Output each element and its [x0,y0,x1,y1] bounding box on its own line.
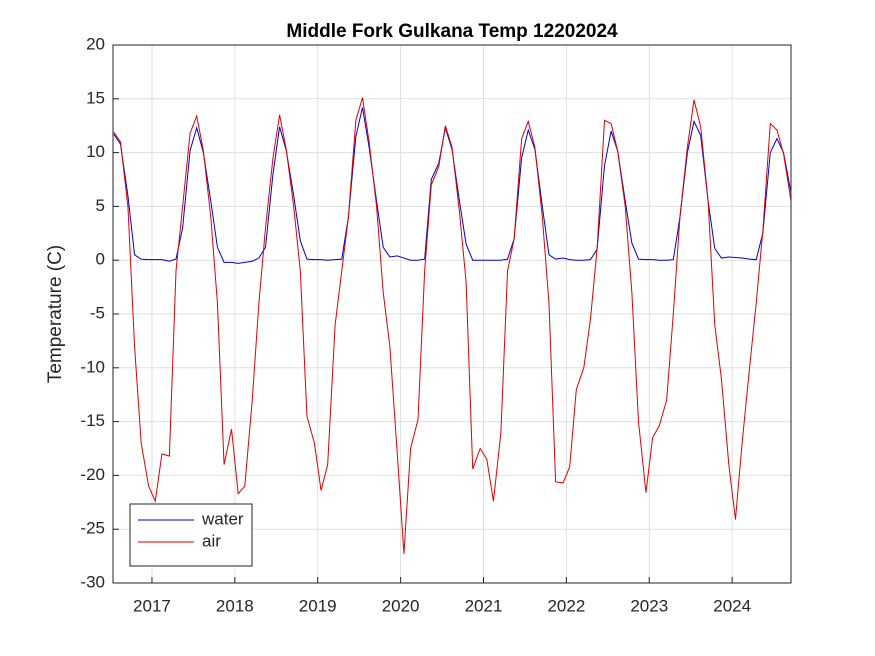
line-series [113,97,792,554]
x-tick-label: 2022 [547,596,585,615]
x-tick-label: 2017 [133,596,171,615]
chart-title: Middle Fork Gulkana Temp 12202024 [286,21,618,42]
y-tick-label: 5 [96,196,105,215]
x-tick-label: 2020 [382,596,420,615]
y-tick-label: -5 [90,303,105,322]
x-tick-label: 2021 [465,596,503,615]
y-tick-label: 15 [86,88,105,107]
x-tick-label: 2024 [713,596,751,615]
y-tick-label: 10 [86,142,105,161]
axes-box [112,44,792,584]
y-tick-label: -15 [80,411,105,430]
y-tick-label: 20 [86,34,105,53]
x-tick-label: 2023 [630,596,668,615]
y-tick-label: -30 [80,572,105,591]
y-tick-label: -10 [80,357,105,376]
x-tick-label: 2018 [216,596,254,615]
y-tick-label: -25 [80,519,105,538]
legend-label: water [201,509,244,528]
y-tick-label: -20 [80,465,105,484]
legend-box [129,503,253,567]
x-tick-label: 2019 [299,596,337,615]
legend-label: air [202,531,221,550]
y-tick-label: 0 [96,250,105,269]
y-axis-label: Temperature (C) [45,245,66,383]
